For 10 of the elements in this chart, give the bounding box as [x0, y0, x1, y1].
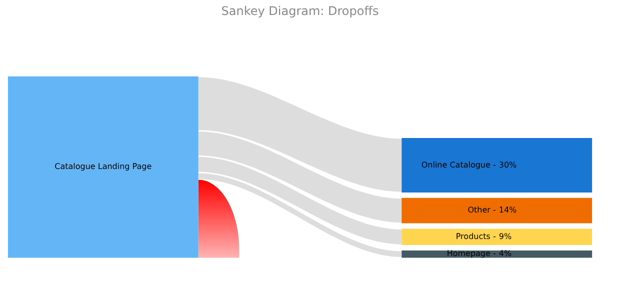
data-label: 9% — [498, 232, 512, 241]
category-label: Products - — [456, 232, 496, 241]
data-label: 14% — [498, 206, 518, 215]
data-label: 30% — [498, 160, 518, 170]
data-label: 4% — [498, 249, 512, 258]
category-label: Other - — [468, 206, 496, 215]
category-label: Homepage - — [446, 249, 496, 258]
category-label: Online Catalogue - — [421, 160, 496, 170]
text: Sankey Diagram: Dropoffs — [221, 4, 379, 18]
text: Catalogue Landing Page — [54, 162, 152, 172]
